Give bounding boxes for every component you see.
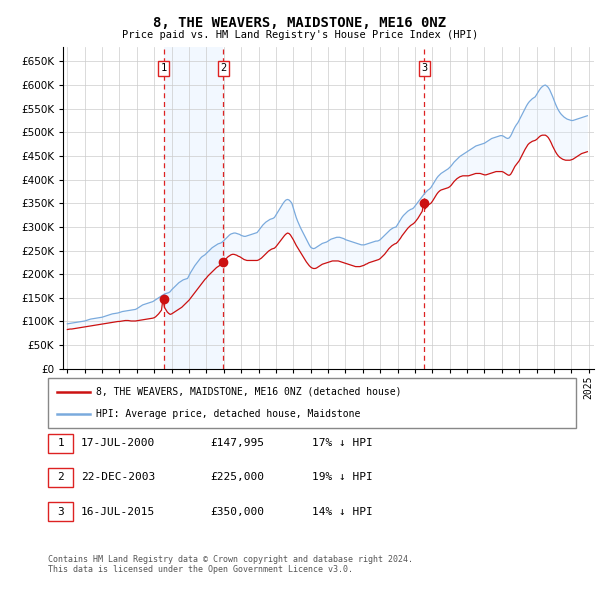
Text: 22-DEC-2003: 22-DEC-2003 — [81, 473, 155, 482]
Text: 2: 2 — [57, 473, 64, 482]
Text: 1: 1 — [161, 64, 167, 74]
Bar — [164, 47, 223, 369]
Text: 17% ↓ HPI: 17% ↓ HPI — [312, 438, 373, 448]
Text: 14% ↓ HPI: 14% ↓ HPI — [312, 507, 373, 516]
Text: 2: 2 — [220, 64, 226, 74]
Text: 8, THE WEAVERS, MAIDSTONE, ME16 0NZ (detached house): 8, THE WEAVERS, MAIDSTONE, ME16 0NZ (det… — [96, 386, 401, 396]
Text: 16-JUL-2015: 16-JUL-2015 — [81, 507, 155, 516]
Text: £225,000: £225,000 — [210, 473, 264, 482]
Text: £147,995: £147,995 — [210, 438, 264, 448]
Text: Price paid vs. HM Land Registry's House Price Index (HPI): Price paid vs. HM Land Registry's House … — [122, 30, 478, 40]
Text: 3: 3 — [421, 64, 427, 74]
Text: 8, THE WEAVERS, MAIDSTONE, ME16 0NZ: 8, THE WEAVERS, MAIDSTONE, ME16 0NZ — [154, 16, 446, 30]
Text: Contains HM Land Registry data © Crown copyright and database right 2024.
This d: Contains HM Land Registry data © Crown c… — [48, 555, 413, 574]
Text: 17-JUL-2000: 17-JUL-2000 — [81, 438, 155, 448]
Text: 19% ↓ HPI: 19% ↓ HPI — [312, 473, 373, 482]
Text: 1: 1 — [57, 438, 64, 448]
Text: HPI: Average price, detached house, Maidstone: HPI: Average price, detached house, Maid… — [96, 409, 361, 419]
Text: 3: 3 — [57, 507, 64, 516]
Text: £350,000: £350,000 — [210, 507, 264, 516]
